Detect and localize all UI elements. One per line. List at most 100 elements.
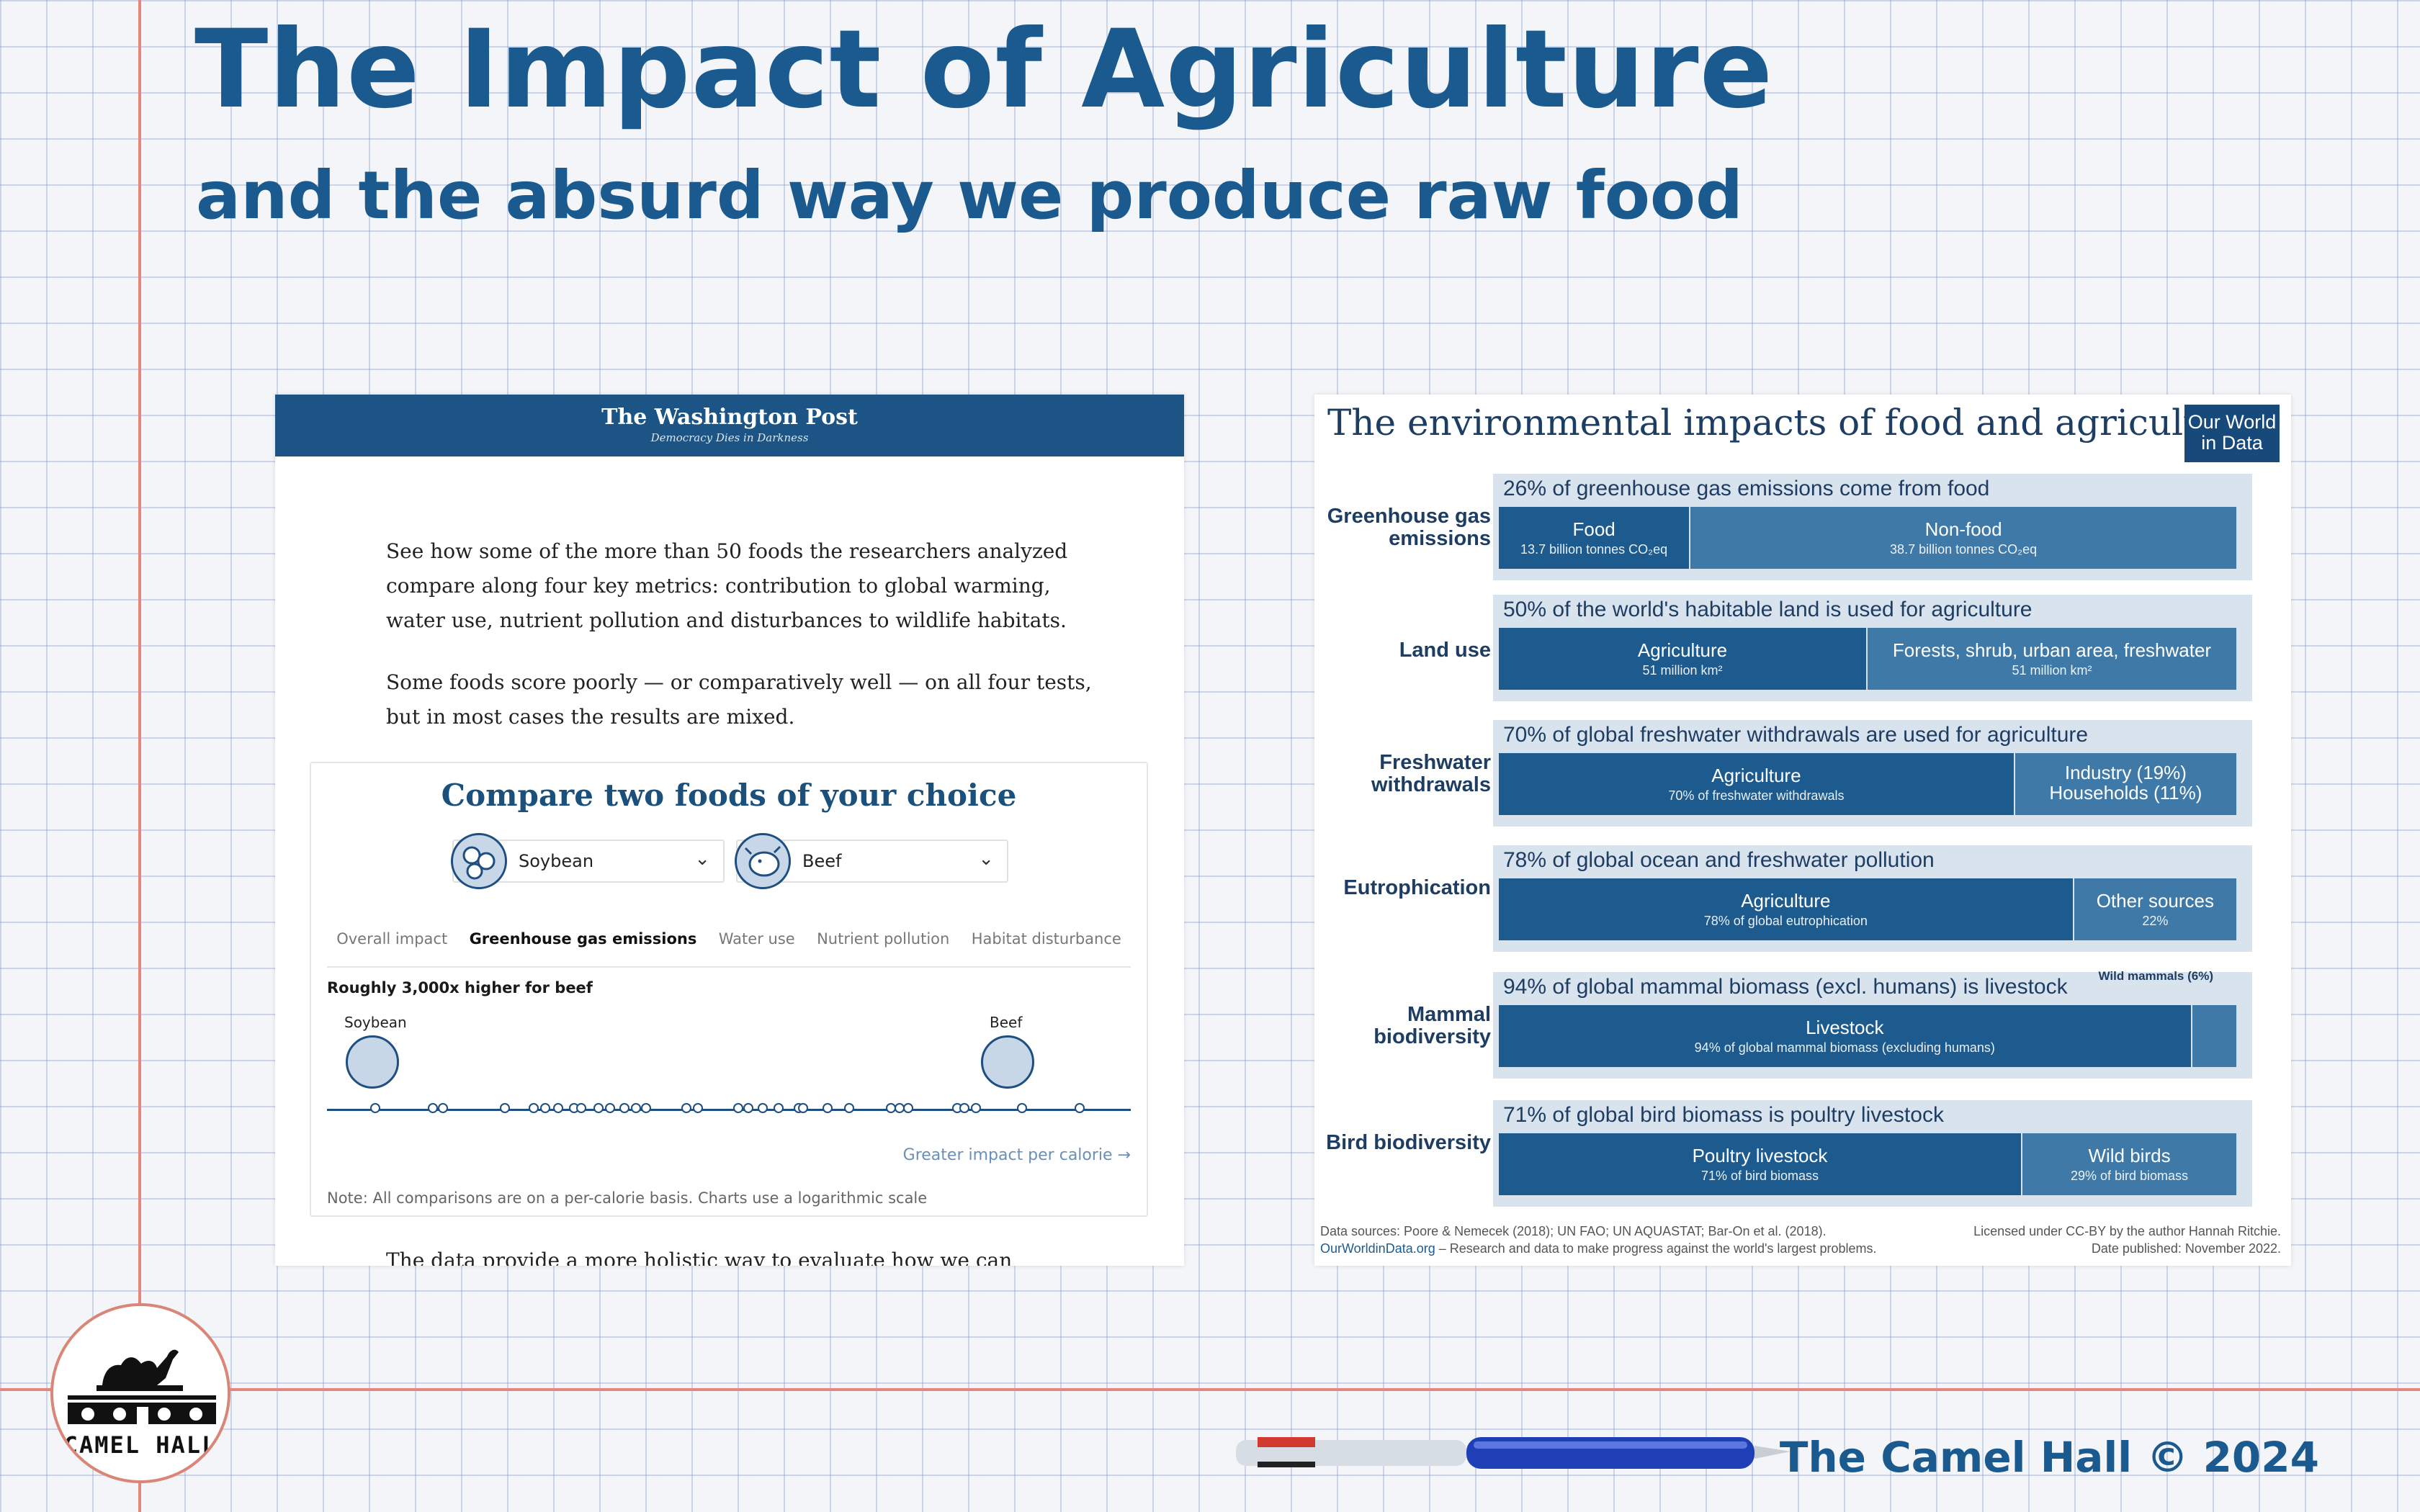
owid-panel-title: 71% of global bird biomass is poultry li… [1503,1103,1944,1127]
owid-segment-label: Forests, shrub, urban area, freshwater [1892,639,2212,661]
page-title: The Impact of Agriculture [194,7,1774,132]
wapo-intro-paragraph: See how some of the more than 50 foods t… [386,539,1068,632]
owid-bar-segment[interactable]: Livestock 94% of global mammal biomass (e… [1499,1005,2192,1067]
food-dot[interactable] [438,1103,448,1113]
wapo-logo[interactable]: The Washington Post [601,405,858,430]
owid-segment-label: Wild birds [2088,1144,2171,1166]
tab-nutrient-pollution[interactable]: Nutrient pollution [817,930,950,948]
food-dot[interactable] [971,1103,981,1113]
food-select-2-value: Beef [802,851,842,871]
owid-panel-title: 26% of greenhouse gas emissions come fro… [1503,477,1990,500]
owid-segment-sublabel: 71% of bird biomass [1700,1168,1819,1183]
owid-bar-segment[interactable] [2192,1005,2236,1067]
owid-footer-right: Licensed under CC-BY by the author Hanna… [1973,1223,2281,1257]
compare-title: Compare two foods of your choice [441,778,1017,813]
owid-panel: 94% of global mammal biomass (excl. huma… [1493,969,2252,1079]
owid-segment-label: Other sources [2096,889,2214,912]
owid-title: The environmental impacts of food and ag… [1327,402,2259,444]
food-dot[interactable] [681,1103,691,1113]
notebook-margin-horizontal [0,1388,2420,1391]
owid-segment-sublabel: 22% [2142,913,2169,928]
food-select-1[interactable]: Soybean ⌄ [451,833,725,889]
owid-row-label: Greenhouse gas emissions [1327,505,1491,550]
food-dot[interactable] [844,1103,854,1113]
owid-logo[interactable]: Our World in Data [2184,405,2280,462]
owid-segment-label: Poultry livestock [1692,1144,1828,1166]
owid-panel-title: 78% of global ocean and freshwater pollu… [1503,848,1935,872]
food-dot[interactable] [605,1103,615,1113]
impact-axis [327,1109,1131,1111]
owid-bar-segment[interactable]: Wild birds 29% of bird biomass [2022,1133,2236,1195]
owid-row-label: Eutrophication [1343,876,1491,899]
copyright: The Camel Hall © 2024 [1779,1433,2319,1482]
food-dot[interactable] [733,1103,743,1113]
tab-divider [327,966,1131,968]
food-dot[interactable] [823,1103,833,1113]
metric-tabs: Overall impact Greenhouse gas emissions … [311,930,1147,948]
owid-segment-label: Agriculture [1637,639,1728,661]
owid-panel: 71% of global bird biomass is poultry li… [1493,1100,2252,1207]
tab-greenhouse-gas[interactable]: Greenhouse gas emissions [469,930,697,948]
owid-chart-card: The environmental impacts of food and ag… [1314,395,2291,1266]
tab-water-use[interactable]: Water use [718,930,795,948]
owid-bar-segment[interactable]: Non-food 38.7 billion tonnes CO₂eq [1690,507,2236,569]
beef-marker[interactable] [981,1035,1034,1089]
owid-segment-sublabel: 70% of freshwater withdrawals [1668,788,1845,803]
page-subtitle: and the absurd way we produce raw food [196,157,1743,234]
food-dot[interactable] [959,1103,969,1113]
owid-site-link[interactable]: OurWorldinData.org [1320,1241,1435,1256]
tab-habitat-disturbance[interactable]: Habitat disturbance [971,930,1121,948]
food-dot[interactable] [593,1103,604,1113]
owid-bar: Poultry livestock 71% of bird biomass Wild… [1499,1133,2236,1195]
owid-row-label: Freshwater withdrawals [1371,751,1491,796]
food-dot[interactable] [540,1103,550,1113]
soybean-marker[interactable] [346,1035,399,1089]
owid-panel: 78% of global ocean and freshwater pollu… [1493,845,2252,952]
owid-bar-segment[interactable]: Poultry livestock 71% of bird biomass [1499,1133,2023,1195]
owid-bar: Food 13.7 billion tonnes CO₂eq Non-food 38.… [1499,507,2236,569]
axis-direction-label: Greater impact per calorie → [902,1146,1131,1164]
food-dot[interactable] [903,1103,913,1113]
food-dot[interactable] [758,1103,768,1113]
owid-bar: Agriculture 51 million km² Forests, shrub,… [1499,628,2236,690]
owid-bar-segment[interactable]: Industry (19%) Households (11%) [2015,753,2236,815]
owid-bar-segment[interactable]: Agriculture 78% of global eutrophication [1499,878,2074,940]
owid-row-label: Land use [1399,639,1491,662]
owid-bar-segment[interactable]: Agriculture 70% of freshwater withdrawals [1499,753,2015,815]
food-dot[interactable] [798,1103,808,1113]
food-dot[interactable] [529,1103,539,1113]
food-dot[interactable] [370,1103,380,1113]
owid-panel-title: 94% of global mammal biomass (excl. huma… [1503,975,2068,999]
beef-point-label: Beef [990,1014,1023,1031]
food-dot[interactable] [500,1103,510,1113]
food-dot[interactable] [631,1103,641,1113]
food-dot[interactable] [1075,1103,1085,1113]
food-dot[interactable] [774,1103,784,1113]
truncated-paragraph: The data provide a more holistic way to … [386,1248,1013,1266]
owid-bar-segment[interactable]: Other sources 22% [2074,878,2236,940]
food-dot[interactable] [576,1103,586,1113]
owid-bar: Agriculture 78% of global eutrophication O… [1499,878,2236,940]
tab-overall-impact[interactable]: Overall impact [336,930,448,948]
owid-panel: 70% of global freshwater withdrawals are… [1493,720,2252,827]
owid-panel: 26% of greenhouse gas emissions come fro… [1493,474,2252,580]
owid-bar: Livestock 94% of global mammal biomass (e… [1499,1005,2236,1067]
owid-segment-label: Non-food [1924,518,2002,540]
owid-bar-segment[interactable]: Forests, shrub, urban area, freshwater 51… [1868,628,2236,690]
notebook-margin-vertical [138,0,141,1512]
food-dot[interactable] [428,1103,438,1113]
food-dot[interactable] [619,1103,629,1113]
owid-segment-sublabel: 38.7 billion tonnes CO₂eq [1890,541,2038,557]
food-dot[interactable] [553,1103,563,1113]
food-dot[interactable] [1017,1103,1027,1113]
food-dot[interactable] [641,1103,651,1113]
food-dot[interactable] [743,1103,753,1113]
owid-segment-label: Agriculture [1711,764,1801,786]
owid-panel: 50% of the world's habitable land is use… [1493,595,2252,701]
owid-bar-segment[interactable]: Agriculture 51 million km² [1499,628,1868,690]
chevron-down-icon: ⌄ [694,848,710,870]
owid-panel-title: 50% of the world's habitable land is use… [1503,598,2033,621]
owid-bar-segment[interactable]: Food 13.7 billion tonnes CO₂eq [1499,507,1691,569]
food-select-2[interactable]: Beef ⌄ [735,833,1008,889]
food-dot[interactable] [693,1103,703,1113]
